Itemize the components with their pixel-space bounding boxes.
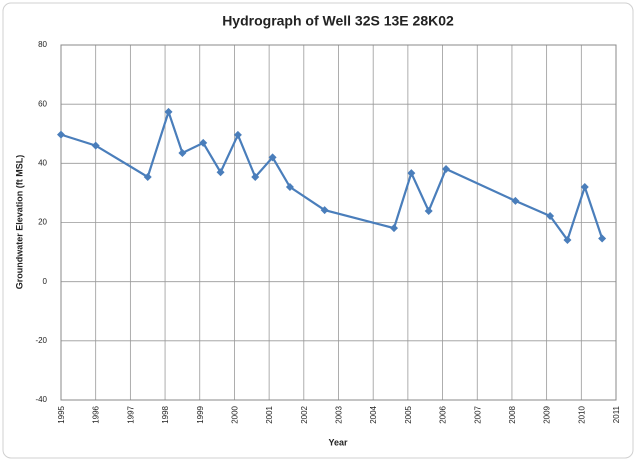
data-point [143,172,152,181]
x-tick-label: 2009 [543,405,552,423]
data-point [233,130,242,139]
data-point [57,130,65,139]
data-point [91,141,100,150]
x-tick-label: 1997 [126,405,135,423]
data-point [320,206,329,215]
data-point [178,148,187,157]
data-point [563,235,572,244]
plot-border [60,44,617,401]
x-tick-label: 1996 [92,405,101,423]
x-tick-label: 2011 [612,405,621,423]
x-tick-label: 2007 [473,405,482,423]
x-tick-label: 1998 [161,405,170,423]
chart-title: Hydrograph of Well 32S 13E 28K02 [222,13,454,29]
data-point [251,172,260,181]
data-point [199,138,208,147]
x-tick-label: 2002 [300,405,309,423]
y-tick-label: 0 [43,277,48,286]
data-point [164,107,173,116]
y-tick-label: 60 [38,99,47,108]
data-point [546,211,555,220]
x-tick-label: 2010 [577,405,586,423]
y-tick-label: 80 [38,40,47,49]
data-point [268,153,277,162]
data-point [442,164,451,173]
x-tick-label: 2006 [439,405,448,423]
y-tick-label: 40 [38,158,47,167]
y-axis-label: Groundwater Elevation (ft MSL) [14,155,24,290]
data-point [216,168,225,177]
data-point [390,224,398,233]
y-tick-label: -20 [35,336,47,345]
chart-frame [2,2,634,459]
data-point [424,206,433,215]
x-tick-label: 2001 [265,405,274,423]
x-tick-label: 1995 [57,405,66,423]
y-tick-label: 20 [38,218,47,227]
x-tick-label: 2005 [404,405,413,423]
x-tick-label: 2000 [230,405,239,423]
x-tick-label: 2008 [508,405,517,423]
data-point [598,234,607,243]
data-point [285,183,294,191]
y-tick-label: -40 [35,395,47,404]
data-point [407,169,416,178]
data-point [580,183,589,191]
x-tick-label: 1999 [196,405,205,423]
data-point [511,196,520,205]
x-tick-label: 2003 [335,405,344,423]
x-axis-label: Year [328,437,348,447]
x-tick-label: 2004 [369,405,378,423]
